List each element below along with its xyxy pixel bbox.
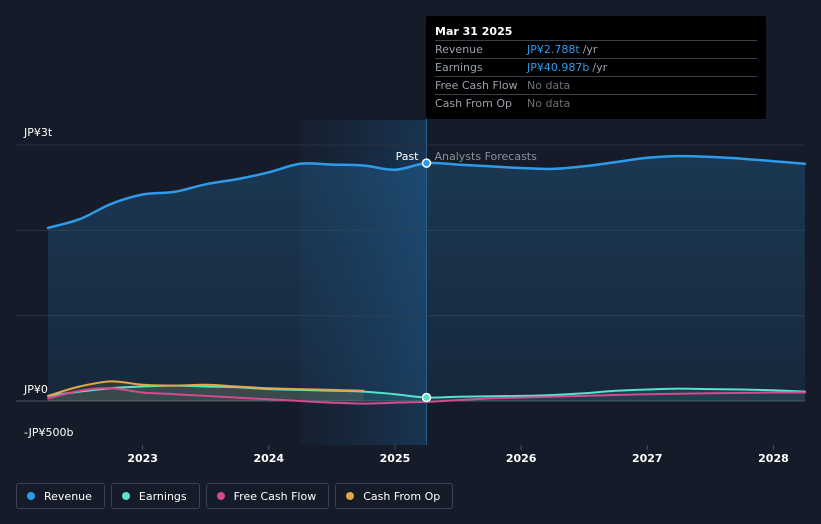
legend: Revenue Earnings Free Cash Flow Cash From O… (16, 483, 454, 509)
legend-item-free-cash-flow[interactable]: Free Cash Flow (205, 483, 330, 509)
tooltip-row-value: No data (527, 97, 571, 110)
x-axis-labels: 2023 2024 2025 2026 2027 2028 (127, 445, 789, 465)
tooltip-row-label: Earnings (435, 61, 483, 74)
x-tick-label-0: 2023 (127, 452, 158, 465)
y-axis-labels: JP¥3t JP¥0 -JP¥500b (23, 126, 73, 439)
x-tick-label-2: 2025 (380, 452, 411, 465)
x-tick-label-3: 2026 (506, 452, 537, 465)
earnings-marker (421, 392, 432, 403)
tooltip-row-label: Free Cash Flow (435, 79, 518, 92)
tooltip-date: Mar 31 2025 (435, 25, 513, 38)
tooltip-row-label: Revenue (435, 43, 483, 56)
tooltip-row-unit: /yr (582, 43, 598, 56)
legend-dot-icon (27, 492, 35, 500)
legend-label: Free Cash Flow (233, 489, 317, 503)
tooltip-row: Free Cash Flow No data (435, 76, 757, 94)
tooltip-row: Cash From Op No data (435, 94, 757, 112)
hover-markers (421, 158, 432, 403)
forecast-label: Analysts Forecasts (435, 150, 538, 163)
legend-item-cash-from-op[interactable]: Cash From Op (335, 483, 454, 509)
legend-item-earnings[interactable]: Earnings (110, 483, 200, 509)
x-tick-label-5: 2028 (758, 452, 789, 465)
tooltip-row-label: Cash From Op (435, 97, 513, 110)
tooltip-row-unit: /yr (592, 61, 608, 74)
past-label: Past (396, 150, 420, 163)
legend-dot-icon (346, 492, 355, 500)
tooltip: Mar 31 2025 Revenue JP¥2.788t/yr Earnings J… (426, 16, 766, 119)
legend-dot-icon (216, 492, 225, 500)
cash-from-op-line (47, 380, 365, 397)
legend-label: Revenue (44, 489, 92, 503)
legend-label: Cash From Op (363, 489, 441, 503)
y-tick-label-1: JP¥0 (23, 383, 48, 396)
tooltip-row-value: JP¥40.987b (527, 61, 590, 74)
legend-dot-icon (121, 492, 130, 500)
x-tick-label-4: 2027 (632, 452, 663, 465)
tooltip-row-value: No data (527, 79, 571, 92)
tooltip-row: Earnings JP¥40.987b/yr (435, 58, 757, 76)
tooltip-row: Revenue JP¥2.788t/yr (435, 40, 757, 58)
legend-item-revenue[interactable]: Revenue (16, 483, 105, 509)
revenue-marker (421, 158, 432, 168)
y-tick-label-2: -JP¥500b (24, 426, 73, 439)
tooltip-rows: Revenue JP¥2.788t/yr Earnings JP¥40.987b/yr… (435, 40, 757, 112)
x-tick-label-1: 2024 (253, 452, 284, 465)
tooltip-row-value: JP¥2.788t (527, 43, 580, 56)
legend-label: Earnings (138, 489, 187, 503)
y-tick-label-0: JP¥3t (23, 126, 53, 139)
